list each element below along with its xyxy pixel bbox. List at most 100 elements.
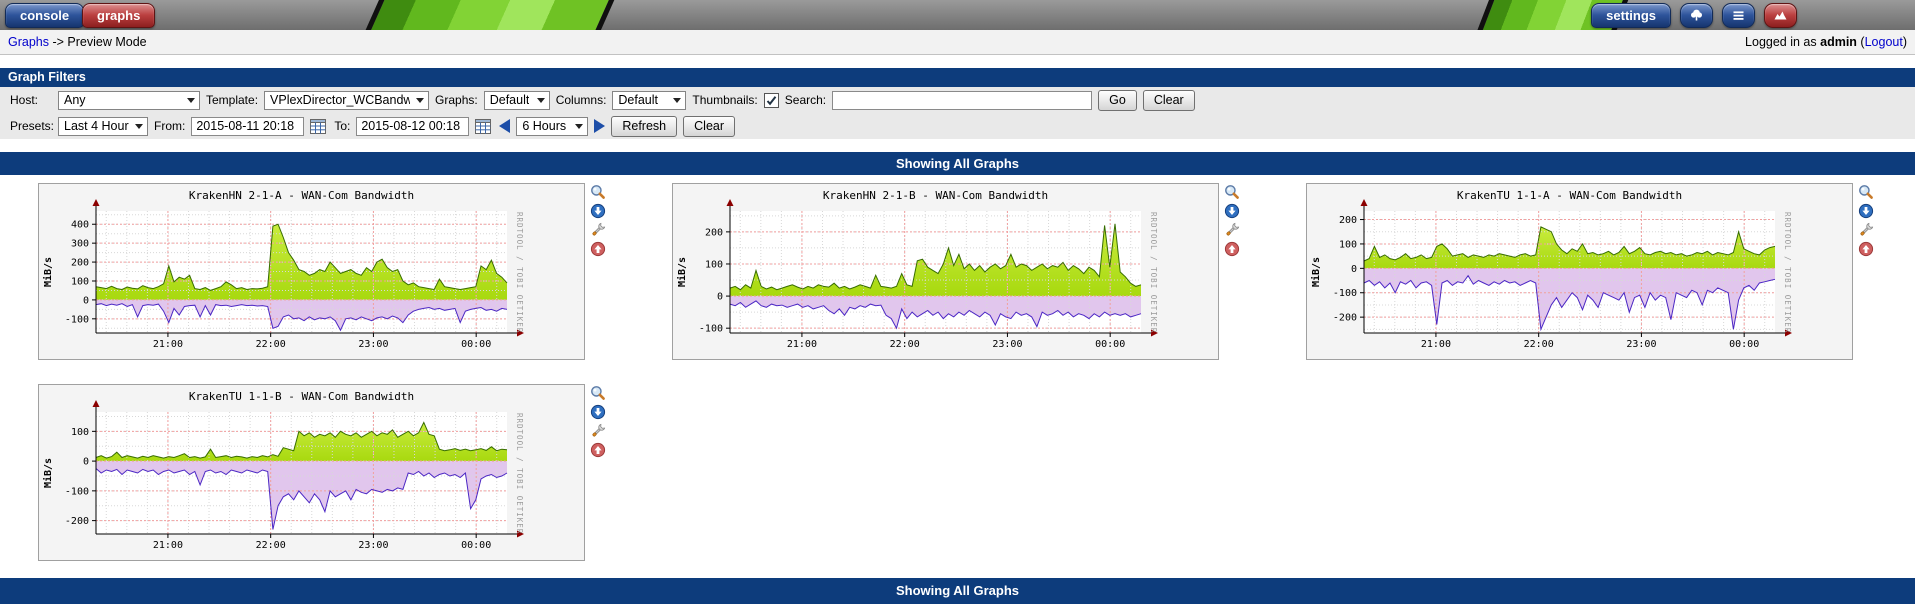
- clear-presets-button[interactable]: Clear: [683, 115, 736, 137]
- filter-row-presets: Presets: Last 4 Hours From: To:: [0, 113, 1915, 139]
- chevron-down-icon: [135, 123, 143, 129]
- calendar-icon: [475, 118, 492, 134]
- zoom-icon[interactable]: [590, 385, 606, 401]
- svg-text:23:00: 23:00: [1626, 339, 1656, 350]
- wrench-icon[interactable]: [590, 222, 606, 238]
- graph-panel[interactable]: 100 0 -100 -200 21:00 22:00 23:00 00:00 KrakenTU…: [38, 384, 585, 561]
- breadcrumb-bar: Graphs -> Preview Mode Logged in as admi…: [0, 30, 1915, 55]
- tree-view-button[interactable]: [1680, 3, 1713, 28]
- svg-text:0: 0: [83, 295, 89, 306]
- graph-title: KrakenTU 1-1-A - WAN-Com Bandwidth: [1457, 189, 1682, 202]
- svg-text:00:00: 00:00: [1729, 339, 1759, 350]
- page-top-icon[interactable]: [1224, 241, 1240, 257]
- export-down-icon[interactable]: [1224, 203, 1240, 219]
- svg-text:23:00: 23:00: [992, 339, 1022, 350]
- svg-text:200: 200: [71, 258, 89, 269]
- settings-button[interactable]: settings: [1591, 3, 1671, 28]
- presets-select[interactable]: Last 4 Hours: [58, 116, 148, 136]
- spacer: [0, 139, 1915, 152]
- graphs-select[interactable]: Default: [483, 90, 550, 110]
- export-down-icon[interactable]: [1858, 203, 1874, 219]
- svg-text:00:00: 00:00: [1095, 339, 1125, 350]
- template-select[interactable]: VPlexDirector_WCBandwidth: [264, 90, 430, 110]
- clear-button[interactable]: Clear: [1142, 89, 1195, 111]
- preview-view-button[interactable]: [1764, 3, 1797, 28]
- graph-filters-header: Graph Filters: [0, 68, 1915, 87]
- svg-text:21:00: 21:00: [787, 339, 817, 350]
- zoom-icon[interactable]: [1224, 184, 1240, 200]
- svg-text:23:00: 23:00: [358, 339, 388, 350]
- checkmark-icon: [766, 95, 777, 105]
- breadcrumb-rest: -> Preview Mode: [52, 35, 147, 49]
- svg-text:0: 0: [83, 457, 89, 468]
- to-calendar-button[interactable]: [475, 118, 493, 135]
- page-top-icon[interactable]: [590, 241, 606, 257]
- svg-text:21:00: 21:00: [153, 540, 183, 551]
- calendar-icon: [310, 118, 327, 134]
- y-axis-label: MiB/s: [1310, 257, 1322, 287]
- graph-cell: 100 0 -100 -200 21:00 22:00 23:00 00:00 KrakenTU…: [38, 384, 606, 561]
- graph-panel[interactable]: 400 300 200 100 0 -100 21:00 22:00 23:00 00:00 Kra…: [38, 183, 585, 360]
- zoom-icon[interactable]: [1858, 184, 1874, 200]
- wrench-icon[interactable]: [1224, 222, 1240, 238]
- graph-cell: 400 300 200 100 0 -100 21:00 22:00 23:00 00:00 Kra…: [38, 183, 606, 360]
- shift-time-back-button[interactable]: [499, 119, 511, 133]
- graph-image[interactable]: 400 300 200 100 0 -100 21:00 22:00 23:00 00:00 Kra…: [39, 184, 584, 359]
- tab-graphs[interactable]: graphs: [82, 3, 156, 28]
- svg-text:-200: -200: [1333, 313, 1357, 324]
- showing-all-graphs-banner-bottom: Showing All Graphs: [0, 578, 1915, 604]
- wrench-icon[interactable]: [1858, 222, 1874, 238]
- search-label: Search:: [784, 93, 827, 107]
- go-button[interactable]: Go: [1098, 89, 1137, 111]
- svg-text:23:00: 23:00: [358, 540, 388, 551]
- wrench-icon[interactable]: [590, 423, 606, 439]
- rrdtool-watermark: RRDTOOL / TOBI OETIKER: [515, 212, 524, 333]
- breadcrumb-graphs-link[interactable]: Graphs: [8, 35, 49, 49]
- svg-text:22:00: 22:00: [890, 339, 920, 350]
- graph-image[interactable]: 100 0 -100 -200 21:00 22:00 23:00 00:00 KrakenTU…: [39, 385, 584, 560]
- columns-label: Columns:: [555, 93, 607, 107]
- svg-text:200: 200: [705, 227, 723, 238]
- svg-text:-100: -100: [699, 324, 723, 335]
- list-icon: [1733, 11, 1744, 20]
- from-calendar-button[interactable]: [310, 118, 328, 135]
- area-chart-icon: [1774, 11, 1787, 20]
- svg-text:22:00: 22:00: [256, 540, 286, 551]
- svg-text:300: 300: [71, 239, 89, 250]
- graph-image[interactable]: 200 100 0 -100 21:00 22:00 23:00 00:00 KrakenHN …: [673, 184, 1218, 359]
- host-select[interactable]: Any: [58, 90, 200, 110]
- columns-select[interactable]: Default: [612, 90, 687, 110]
- graph-image[interactable]: 200 100 0 -100 -200 21:00 22:00 23:00 00:00 Krake…: [1307, 184, 1852, 359]
- to-date-input[interactable]: [356, 116, 470, 136]
- refresh-button[interactable]: Refresh: [611, 115, 678, 137]
- tab-console[interactable]: console: [5, 3, 85, 28]
- thumbnails-checkbox[interactable]: [763, 92, 779, 108]
- svg-text:22:00: 22:00: [1524, 339, 1554, 350]
- breadcrumb: Graphs -> Preview Mode: [8, 35, 147, 49]
- page-top-icon[interactable]: [1858, 241, 1874, 257]
- list-view-button[interactable]: [1722, 3, 1755, 28]
- timespan-select[interactable]: 6 Hours: [516, 116, 589, 136]
- svg-text:00:00: 00:00: [461, 339, 491, 350]
- page-top-icon[interactable]: [590, 442, 606, 458]
- svg-text:200: 200: [1339, 215, 1357, 226]
- export-down-icon[interactable]: [590, 404, 606, 420]
- svg-text:-100: -100: [1333, 288, 1357, 299]
- graph-panel[interactable]: 200 100 0 -100 -200 21:00 22:00 23:00 00:00 Krake…: [1306, 183, 1853, 360]
- filter-row-main: Host: Any Template: VPlexDirector_WCBand…: [0, 87, 1915, 113]
- logout-link[interactable]: Logout: [1864, 35, 1903, 49]
- graphs-area: 400 300 200 100 0 -100 21:00 22:00 23:00 00:00 Kra…: [0, 175, 1915, 578]
- graph-title: KrakenHN 2-1-A - WAN-Com Bandwidth: [189, 189, 414, 202]
- graph-panel[interactable]: 200 100 0 -100 21:00 22:00 23:00 00:00 KrakenHN …: [672, 183, 1219, 360]
- chevron-down-icon: [416, 97, 425, 103]
- shift-time-forward-button[interactable]: [594, 119, 606, 133]
- zoom-icon[interactable]: [590, 184, 606, 200]
- export-down-icon[interactable]: [590, 203, 606, 219]
- svg-text:100: 100: [71, 276, 89, 287]
- search-input[interactable]: [832, 90, 1093, 110]
- svg-text:100: 100: [71, 427, 89, 438]
- login-user: admin: [1820, 35, 1857, 49]
- tree-icon: [1691, 9, 1702, 21]
- graph-action-icons: [590, 384, 606, 458]
- from-date-input[interactable]: [191, 116, 305, 136]
